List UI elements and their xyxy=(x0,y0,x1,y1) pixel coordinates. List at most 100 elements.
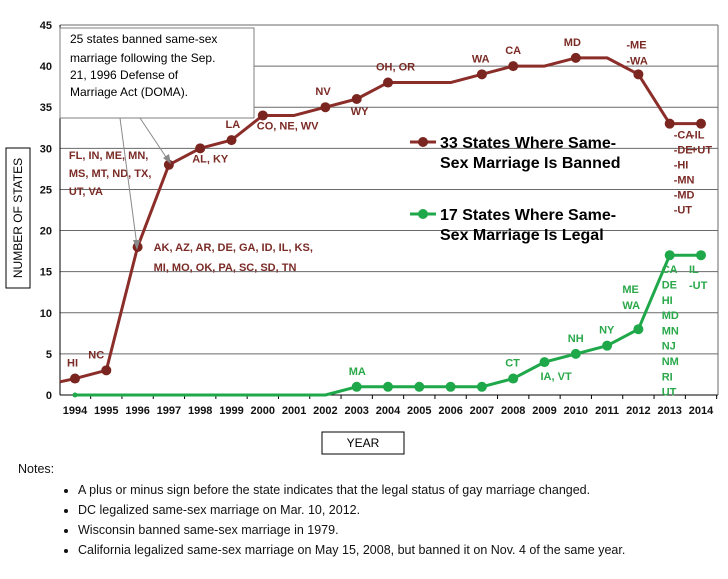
banned-annotation-2004: OH, OR xyxy=(376,62,415,74)
banned-point xyxy=(508,61,519,72)
banned-point xyxy=(476,69,487,80)
x-tick-label: 2010 xyxy=(564,405,588,417)
legend-banned-marker xyxy=(418,137,428,147)
legend-legal-label-2: Sex Marriage Is Legal xyxy=(440,227,604,244)
legal-point xyxy=(602,340,613,351)
x-tick-label: 1997 xyxy=(157,405,181,417)
legend-banned-label-1: 33 States Where Same- xyxy=(440,135,616,152)
banned-annotation-2010: MD xyxy=(564,37,581,49)
annotation-layer: HI NC AK, AZ, AR, DE, GA, ID, IL, KS, MI, M… xyxy=(67,37,712,399)
callout-arrowhead-1996 xyxy=(133,240,140,250)
banned-point xyxy=(664,118,675,129)
banned-annotation-2012: -ME -WA xyxy=(626,39,647,67)
note-item: A plus or minus sign before the state in… xyxy=(78,482,718,498)
y-tick-label: 20 xyxy=(40,226,52,238)
banned-annotation-1997: FL, IN, ME, MN, MS, MT, ND, TX, UT, VA xyxy=(69,150,151,198)
banned-point xyxy=(570,52,581,63)
x-tick-label: 1996 xyxy=(125,405,149,417)
note-item: Wisconsin banned same-sex marriage in 19… xyxy=(78,522,718,538)
legal-point xyxy=(383,381,393,392)
x-tick-labels: 1994 1995 1996 1997 1998 1999 2000 2001 2002 2003… xyxy=(63,405,714,417)
callout-box xyxy=(59,27,255,119)
notes-list: A plus or minus sign before the state in… xyxy=(18,482,718,558)
banned-point xyxy=(696,118,706,129)
legal-annotation-2011: NY xyxy=(599,325,615,337)
legal-point xyxy=(633,324,644,335)
legal-point xyxy=(476,381,487,392)
banned-annotation-1995: NC xyxy=(88,349,104,361)
y-tick-label: 25 xyxy=(40,184,52,196)
y-tick-label: 30 xyxy=(40,143,52,155)
x-tick-label: 1998 xyxy=(188,405,212,417)
legal-point xyxy=(445,381,456,392)
y-tick-label: 5 xyxy=(46,349,52,361)
y-tick-label: 0 xyxy=(46,390,52,402)
legend-legal-marker xyxy=(418,209,428,219)
legal-point xyxy=(414,381,425,392)
legend: 33 States Where Same- Sex Marriage Is Ba… xyxy=(410,135,621,244)
legal-annotation-2009: IA, VT xyxy=(541,371,572,383)
callout-arrow-1997 xyxy=(139,117,169,161)
x-tick-label: 2000 xyxy=(251,405,275,417)
legend-banned-label-2: Sex Marriage Is Banned xyxy=(440,155,621,172)
banned-annotation-2008: CA xyxy=(505,45,521,57)
y-axis-title: NUMBER OF STATES xyxy=(11,158,25,278)
x-tick-label: 2003 xyxy=(344,405,368,417)
banned-annotation-2002: NV xyxy=(315,86,331,98)
y-tick-labels: 0 5 10 15 20 25 30 35 40 45 xyxy=(40,20,52,402)
y-tick-label: 15 xyxy=(40,267,52,279)
banned-annotation-2000: CO, NE, WV xyxy=(257,120,319,132)
x-tick-label: 2002 xyxy=(313,405,337,417)
x-tick-label: 2009 xyxy=(532,405,556,417)
callout-line-4: Marriage Act (DOMA). xyxy=(70,85,188,99)
banned-annotation-1999: LA xyxy=(226,119,241,131)
banned-point xyxy=(195,143,206,154)
callout-arrowhead-1997 xyxy=(163,154,171,164)
y-tick-label: 35 xyxy=(40,102,52,114)
banned-point xyxy=(320,102,331,113)
callout-line-2: marriage following the Sep. xyxy=(70,51,215,65)
y-tick-label: 10 xyxy=(40,308,52,320)
x-tick-label: 2005 xyxy=(407,405,431,417)
banned-annotation-1996: AK, AZ, AR, DE, GA, ID, IL, KS, MI, MO, O… xyxy=(154,242,313,274)
y-tick-label: 45 xyxy=(40,20,52,32)
legal-point xyxy=(351,381,362,392)
doma-callout: 25 states banned same-sex marriage follo… xyxy=(59,27,255,250)
x-tick-label: 2011 xyxy=(595,405,619,417)
legal-annotation-2012: ME WA xyxy=(622,284,640,312)
x-tick-label: 1999 xyxy=(219,405,243,417)
banned-point xyxy=(351,94,362,104)
x-tick-label: 2004 xyxy=(376,405,401,417)
banned-point xyxy=(226,135,237,146)
y-axis-title-box: NUMBER OF STATES xyxy=(5,147,31,289)
banned-point xyxy=(633,69,644,80)
x-tick-label: 1994 xyxy=(63,405,88,417)
banned-annotation-2013: -CA -DE -HI -MN -MD -UT xyxy=(674,130,695,217)
x-tick-label: 2001 xyxy=(282,405,306,417)
legal-annotation-2010: NH xyxy=(568,333,584,345)
notes-title: Notes: xyxy=(18,462,55,476)
legend-legal-label-1: 17 States Where Same- xyxy=(440,207,616,224)
legal-annotation-2008: CT xyxy=(505,358,520,370)
x-tick-label: 1995 xyxy=(94,405,118,417)
x-tick-label: 2013 xyxy=(657,405,681,417)
legal-point xyxy=(664,250,675,261)
x-axis-title: YEAR xyxy=(347,436,380,450)
notes-section: Notes: A plus or minus sign before the s… xyxy=(18,462,718,562)
note-item: DC legalized same-sex marriage on Mar. 1… xyxy=(78,502,718,518)
legal-point xyxy=(696,250,706,261)
banned-annotation-1998: AL, KY xyxy=(192,153,229,165)
x-tick-label: 2008 xyxy=(501,405,525,417)
banned-point xyxy=(70,373,80,384)
note-item: California legalized same-sex marriage o… xyxy=(78,542,718,558)
x-tick-label: 2007 xyxy=(470,405,494,417)
x-tick-label: 2006 xyxy=(438,405,462,417)
banned-point xyxy=(383,77,393,88)
x-axis-title-box: YEAR xyxy=(321,431,405,455)
banned-annotation-2014: -IL +UT xyxy=(691,130,712,157)
y-tick-label: 40 xyxy=(40,61,52,73)
legal-annotation-2013: CA DE HI MD MN NJ NM RI UT xyxy=(662,264,679,398)
banned-annotation-1994: HI xyxy=(67,358,78,370)
legal-point xyxy=(508,373,519,384)
